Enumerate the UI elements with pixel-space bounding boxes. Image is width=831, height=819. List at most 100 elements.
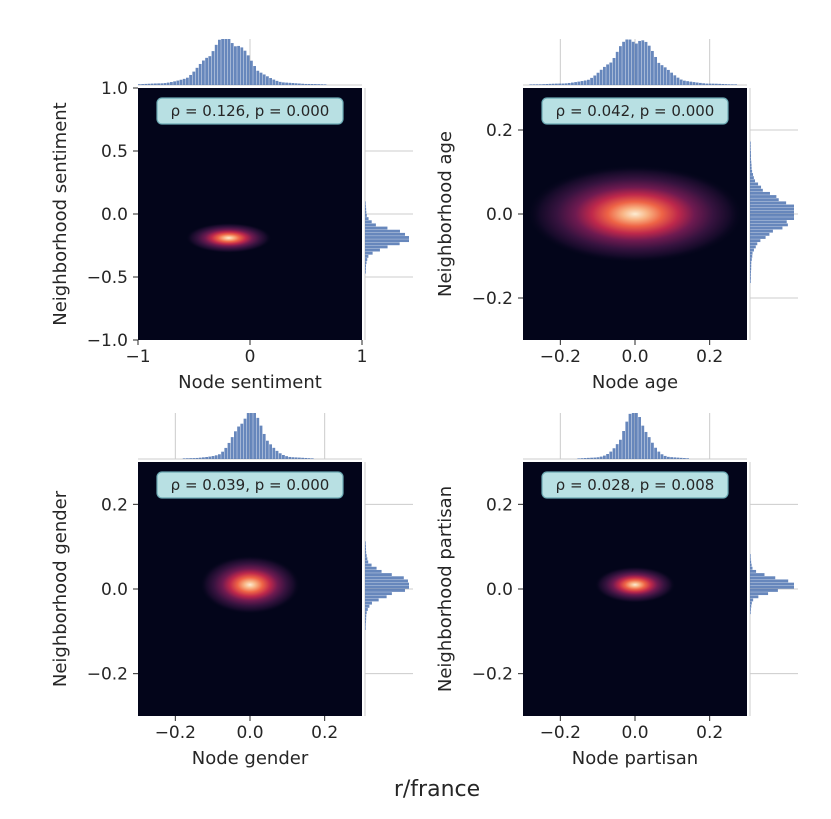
- marginal-bar: [750, 585, 794, 589]
- x-tick-label: 0.0: [621, 347, 648, 367]
- marginal-bar: [202, 60, 205, 85]
- joint-plot-1: ρ = 0.126, p = 0.000 −1 0 1 −1.0 −0.5 0.0 0.5 1.…: [50, 39, 413, 393]
- y-tick-label: 0.0: [101, 580, 128, 600]
- marginal-bar: [243, 418, 247, 459]
- annotation-box: [541, 97, 729, 125]
- density-peak: [199, 555, 301, 615]
- marginal-bar: [750, 157, 751, 161]
- joint-plot-4: ρ = 0.028, p = 0.008 −0.2 0.0 0.2 −0.2 0.0 0.2…: [435, 413, 798, 769]
- marginal-bar: [365, 620, 366, 624]
- x-axis-label: Node age: [592, 372, 678, 393]
- marginal-bar: [670, 72, 673, 85]
- marginal-bar: [246, 55, 250, 85]
- marginal-bar: [615, 444, 619, 459]
- marginal-bar: [683, 458, 686, 459]
- correlation-annotation: ρ = 0.028, p = 0.008: [541, 471, 729, 499]
- marginal-bar: [365, 229, 400, 233]
- marginal-bar: [750, 223, 788, 227]
- marginal-bar: [750, 563, 752, 567]
- marginal-bar: [750, 185, 762, 189]
- marginal-bar: [750, 210, 794, 214]
- marginal-bar: [641, 40, 645, 85]
- marginal-bar: [676, 457, 680, 459]
- marginal-bar: [304, 83, 308, 85]
- marginal-bar: [211, 456, 215, 459]
- marginal-bar: [304, 457, 308, 459]
- density-peak: [185, 222, 272, 254]
- marginal-bar: [628, 39, 632, 85]
- marginal-bar: [182, 78, 186, 85]
- marginal-bar: [679, 457, 683, 459]
- marginal-bar: [612, 448, 616, 459]
- marginal-bar: [365, 595, 387, 599]
- marginal-bar: [365, 569, 382, 573]
- y-tick-label: −0.2: [472, 289, 513, 309]
- marginal-bar: [150, 83, 154, 85]
- marginal-bar: [654, 447, 657, 459]
- marginal-bar: [676, 77, 680, 85]
- marginal-bar: [750, 163, 752, 167]
- marginal-bar: [144, 83, 148, 85]
- density-peak: [526, 165, 744, 263]
- marginal-bar: [186, 458, 189, 459]
- marginal-bar: [622, 431, 625, 459]
- marginal-bar: [686, 81, 689, 85]
- marginal-bar: [266, 440, 269, 459]
- x-tick-label: 0.2: [696, 347, 723, 367]
- x-tick-label: 0.0: [621, 723, 648, 743]
- marginal-bar: [750, 220, 787, 224]
- annotation-box: [541, 471, 729, 499]
- marginal-bar: [310, 84, 314, 85]
- marginal-bar: [365, 236, 409, 239]
- marginal-bar: [619, 439, 622, 459]
- marginal-bar: [365, 210, 367, 214]
- marginal-bar: [365, 204, 366, 208]
- annotation-text: ρ = 0.126, p = 0.000: [171, 102, 330, 120]
- figure-title: r/france: [394, 777, 480, 802]
- marginal-bar: [750, 160, 752, 164]
- marginal-bar: [583, 458, 587, 459]
- marginal-bar: [654, 56, 657, 85]
- marginal-bar: [189, 74, 192, 85]
- marginal-bar: [365, 573, 392, 576]
- marginal-bar: [638, 40, 641, 85]
- y-tick-label: 1.0: [101, 79, 128, 99]
- marginal-bar: [663, 67, 667, 85]
- marginal-bar: [750, 569, 757, 573]
- marginal-bar: [365, 579, 408, 583]
- marginal-bar: [667, 69, 670, 85]
- marginal-bar: [750, 214, 794, 217]
- marginal-bar: [365, 563, 372, 567]
- x-tick-label: 0.2: [311, 723, 338, 743]
- marginal-bar: [577, 458, 581, 459]
- marginal-bar: [750, 557, 751, 561]
- marginal-right: [364, 462, 413, 716]
- marginal-bar: [179, 79, 183, 85]
- marginal-bar: [138, 84, 141, 85]
- marginal-bar: [750, 195, 777, 198]
- correlation-annotation: ρ = 0.039, p = 0.000: [156, 471, 344, 499]
- marginal-bar: [599, 456, 603, 459]
- marginal-bar: [715, 83, 718, 85]
- y-tick-label: 0.0: [486, 580, 513, 600]
- marginal-bar: [750, 207, 794, 211]
- y-tick-label: −0.2: [87, 665, 128, 685]
- marginal-bar: [750, 248, 754, 252]
- x-tick-label: −0.2: [540, 347, 581, 367]
- marginal-bar: [250, 413, 253, 459]
- y-axis-label: Neighborhood gender: [50, 490, 71, 687]
- marginal-bar: [564, 83, 568, 85]
- y-tick-label: 0.2: [486, 121, 513, 141]
- marginal-bar: [294, 457, 298, 459]
- marginal-bar: [750, 554, 751, 557]
- marginal-bar: [269, 78, 272, 85]
- marginal-bar: [622, 41, 625, 85]
- marginal-bar: [240, 423, 244, 459]
- marginal-bar: [724, 84, 728, 85]
- marginal-bar: [625, 39, 629, 85]
- marginal-right: [749, 88, 798, 340]
- marginal-bar: [192, 458, 196, 459]
- marginal-bar: [192, 71, 196, 85]
- marginal-bar: [243, 50, 247, 85]
- marginal-bar: [314, 84, 317, 85]
